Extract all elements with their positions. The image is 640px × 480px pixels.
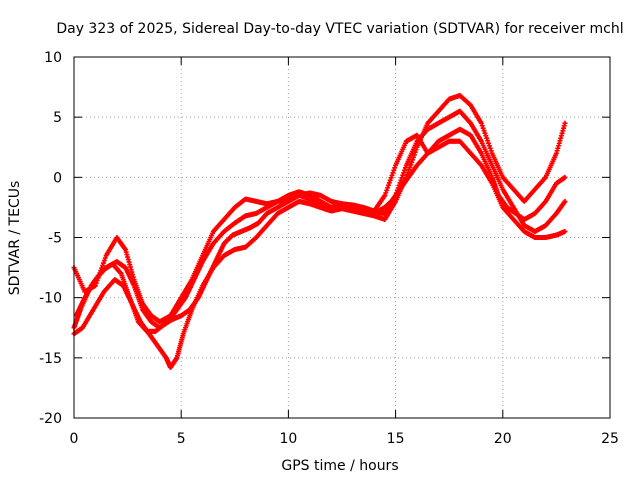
data-point <box>393 190 399 196</box>
data-point <box>382 192 388 198</box>
x-tick-label: 25 <box>601 431 619 447</box>
data-point <box>409 159 415 165</box>
data-point <box>403 174 409 180</box>
y-tick-label: 5 <box>53 110 62 126</box>
data-point <box>387 177 393 183</box>
data-point <box>393 192 399 198</box>
data-point <box>397 180 403 186</box>
y-tick-label: -15 <box>39 351 62 367</box>
data-point <box>562 198 568 204</box>
data-point <box>562 228 568 234</box>
data-point <box>479 123 485 129</box>
data-point <box>388 175 394 181</box>
data-point <box>408 162 414 168</box>
data-point <box>399 175 405 181</box>
data-point <box>383 190 389 196</box>
data-point <box>488 148 494 154</box>
x-tick-label: 15 <box>387 431 405 447</box>
y-axis-label: SDTVAR / TECUs <box>7 181 23 296</box>
data-point <box>402 167 408 173</box>
data-point <box>486 140 492 146</box>
data-point <box>385 182 391 188</box>
data-point <box>94 278 100 284</box>
data-point <box>100 263 106 269</box>
data-point <box>401 170 407 176</box>
x-tick-label: 0 <box>70 431 79 447</box>
data-point <box>101 258 107 264</box>
x-tick-label: 5 <box>177 431 186 447</box>
data-point <box>384 187 390 193</box>
data-point <box>97 270 103 276</box>
data-point <box>395 185 401 191</box>
data-point <box>398 177 404 183</box>
data-point <box>482 130 488 136</box>
data-point <box>400 172 406 178</box>
data-point <box>98 268 104 274</box>
y-tick-label: 0 <box>53 170 62 186</box>
data-point <box>562 120 568 126</box>
data-point <box>412 149 418 155</box>
data-point <box>562 174 568 180</box>
data-point <box>95 275 101 281</box>
data-point <box>386 180 392 186</box>
data-point <box>406 167 412 173</box>
data-point <box>481 128 487 134</box>
data-point <box>402 165 408 171</box>
data-point <box>405 169 411 175</box>
data-point <box>93 280 99 286</box>
data-point <box>92 283 98 289</box>
data-point <box>396 182 402 188</box>
data-point <box>484 135 490 141</box>
data-point <box>385 185 391 191</box>
data-point <box>480 125 486 131</box>
data-point <box>390 170 396 176</box>
data-point <box>478 120 484 126</box>
data-point <box>100 260 106 266</box>
series-track-4 <box>71 132 568 325</box>
axis-ticks: 0 5 10 15 20 25 -20 -15 -10 -5 0 5 10 <box>39 50 619 447</box>
plot-frame <box>73 56 611 419</box>
data-series <box>71 93 568 370</box>
y-tick-label: 10 <box>44 50 62 66</box>
y-tick-label: -20 <box>39 411 62 427</box>
y-tick-label: -10 <box>39 291 62 307</box>
data-point <box>392 165 398 171</box>
x-axis-label: GPS time / hours <box>281 458 398 474</box>
data-point <box>483 133 489 139</box>
data-point <box>391 167 397 173</box>
data-point <box>389 172 395 178</box>
data-point <box>486 143 492 149</box>
series-track-2 <box>71 93 568 370</box>
x-tick-label: 20 <box>494 431 512 447</box>
data-point <box>407 164 413 170</box>
data-point <box>394 187 400 193</box>
y-tick-label: -5 <box>48 231 62 247</box>
data-point <box>99 265 105 271</box>
data-point <box>487 145 493 151</box>
x-tick-label: 10 <box>279 431 297 447</box>
chart-title: Day 323 of 2025, Sidereal Day-to-day VTE… <box>56 21 623 37</box>
data-point <box>102 255 108 261</box>
data-point <box>485 138 491 144</box>
data-point <box>404 172 410 178</box>
grid-lines <box>74 57 610 418</box>
data-point <box>96 273 102 279</box>
